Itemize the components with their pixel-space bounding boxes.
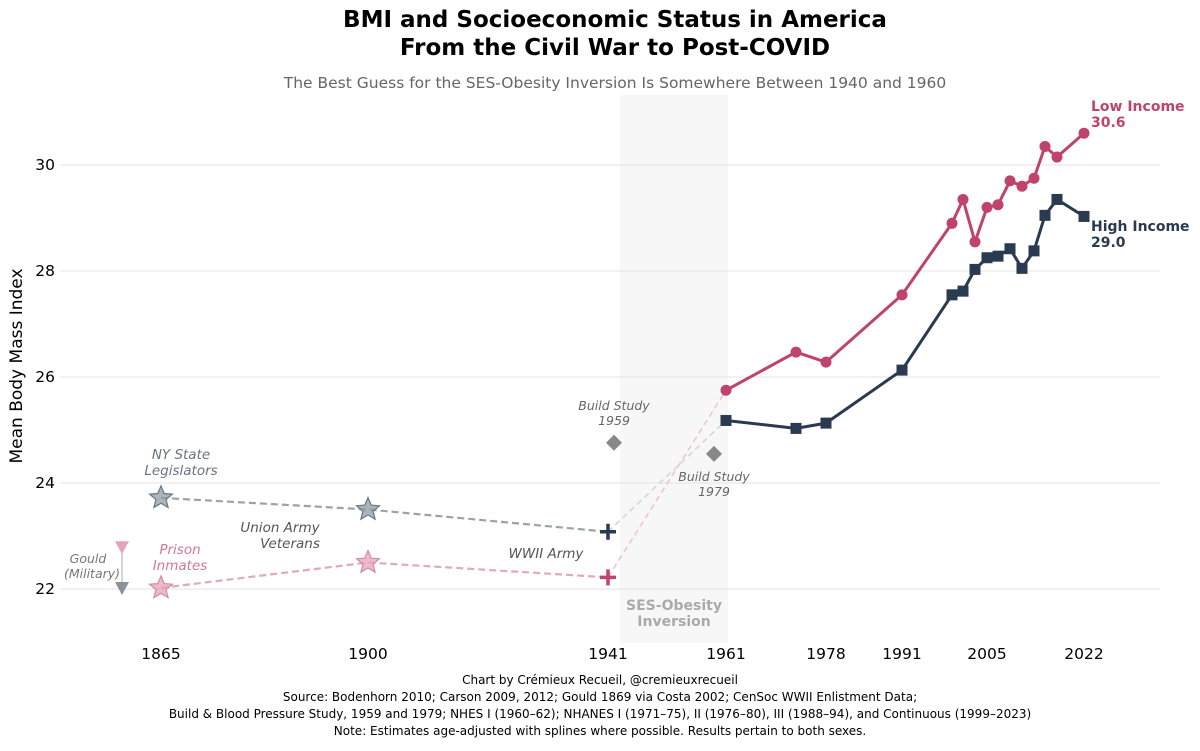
high-income-point [946, 289, 958, 301]
annotation-1959: 1959 [598, 413, 630, 428]
gould-triangle-low [115, 541, 129, 555]
plus-marker-wwii-high [600, 523, 616, 540]
annotation-union-army: Union Army [240, 520, 320, 536]
build-study-1959-diamond [606, 434, 622, 451]
star-marker-high [148, 484, 174, 509]
low-income-point [720, 384, 732, 396]
x-tick-label: 1961 [706, 645, 745, 663]
footer-source-1: Source: Bodenhorn 2010; Carson 2009, 201… [282, 690, 918, 704]
series-line-high [725, 197, 1085, 430]
gould-triangle-high [115, 582, 129, 595]
chart-marks [115, 127, 1090, 599]
end-value-low-income: 30.6 [1091, 115, 1126, 131]
x-tick-label: 2022 [1064, 645, 1103, 663]
end-label-high-income: High Income [1091, 219, 1190, 235]
build-study-1979-diamond [706, 445, 722, 462]
high-income-point [1028, 245, 1040, 257]
chart-footer: Chart by Crémieux Recueil, @cremieuxrecu… [0, 672, 1200, 740]
high-income-point [992, 250, 1004, 262]
high-income-point [969, 263, 981, 275]
x-tick-label: 1978 [806, 645, 845, 663]
annotation-build-study-1959: Build Study [578, 398, 650, 413]
y-tick-label: 22 [35, 580, 55, 598]
high-income-point [981, 252, 993, 264]
x-axis-ticks: 1865 1900 1941 1961 1978 1991 2005 2022 [141, 645, 1103, 663]
low-income-point [1078, 127, 1090, 139]
y-grid [60, 164, 1160, 590]
high-income-point [957, 285, 969, 297]
high-income-point [1039, 209, 1051, 221]
low-income-point [820, 356, 832, 368]
low-income-point [957, 193, 969, 205]
star-marker-low [355, 548, 381, 574]
band-label-line2: Inversion [637, 614, 710, 630]
x-tick-label: 1941 [588, 645, 627, 663]
connector-low [607, 389, 727, 578]
high-income-point [720, 414, 732, 426]
bmi-chart: BMI and Socioeconomic Status in America … [7, 7, 1190, 663]
annotation-wwii-army: WWII Army [509, 546, 585, 562]
plus-marker-wwii-low [600, 569, 616, 586]
end-label-low-income: Low Income [1091, 99, 1185, 115]
low-income-point [946, 217, 958, 229]
x-tick-label: 1900 [348, 645, 387, 663]
annotation-build-study-1979: Build Study [678, 469, 750, 484]
high-income-point [1078, 210, 1090, 222]
low-income-point [981, 201, 993, 213]
annotation-inmates: Inmates [153, 558, 208, 574]
connector-high [607, 419, 727, 533]
x-tick-label: 1865 [141, 645, 180, 663]
annotation-gould: Gould [70, 551, 107, 566]
footer-note: Note: Estimates age-adjusted with spline… [333, 724, 867, 738]
annotation-military: (Military) [64, 566, 120, 581]
low-income-point [790, 346, 802, 358]
y-axis-label: Mean Body Mass Index [7, 268, 27, 463]
series-line-low [725, 132, 1085, 392]
low-income-point [1039, 140, 1051, 152]
chart-title-line1: BMI and Socioeconomic Status in America [343, 7, 887, 33]
historical-high-line [160, 496, 609, 533]
band-label-line1: SES-Obesity [626, 598, 722, 614]
footer-credit: Chart by Crémieux Recueil, @cremieuxrecu… [462, 673, 738, 687]
end-value-high-income: 29.0 [1091, 235, 1126, 251]
high-income-point [820, 417, 832, 429]
footer-source-2: Build & Blood Pressure Study, 1959 and 1… [168, 707, 1032, 721]
low-income-point [992, 199, 1004, 211]
low-income-point [896, 289, 908, 301]
chart-title-line2: From the Civil War to Post-COVID [400, 35, 830, 61]
low-income-point [1028, 172, 1040, 184]
y-tick-label: 30 [35, 156, 55, 174]
y-axis-ticks: 22 24 26 28 30 [35, 156, 55, 598]
low-income-point [1016, 180, 1028, 192]
high-income-point [1016, 262, 1028, 274]
low-income-point [1051, 151, 1063, 163]
inversion-band [620, 95, 728, 643]
y-tick-label: 28 [35, 262, 55, 280]
historical-low-line [160, 561, 609, 590]
chart-subtitle: The Best Guess for the SES-Obesity Inver… [283, 74, 947, 92]
high-income-point [1004, 243, 1016, 255]
annotation-ny-legislators: Legislators [144, 463, 217, 479]
x-tick-label: 2005 [967, 645, 1006, 663]
annotation-veterans: Veterans [260, 536, 320, 552]
high-income-point [790, 422, 802, 434]
y-tick-label: 24 [35, 474, 55, 492]
annotation-ny-state: NY State [152, 447, 210, 463]
star-marker-low [148, 574, 174, 599]
annotation-prison: Prison [159, 542, 200, 558]
annotation-1979: 1979 [698, 484, 730, 499]
x-tick-label: 1991 [882, 645, 921, 663]
low-income-point [1004, 175, 1016, 187]
star-marker-high [355, 495, 381, 521]
y-tick-label: 26 [35, 368, 55, 386]
low-income-point [969, 236, 981, 248]
high-income-point [1051, 193, 1063, 205]
high-income-point [896, 364, 908, 376]
